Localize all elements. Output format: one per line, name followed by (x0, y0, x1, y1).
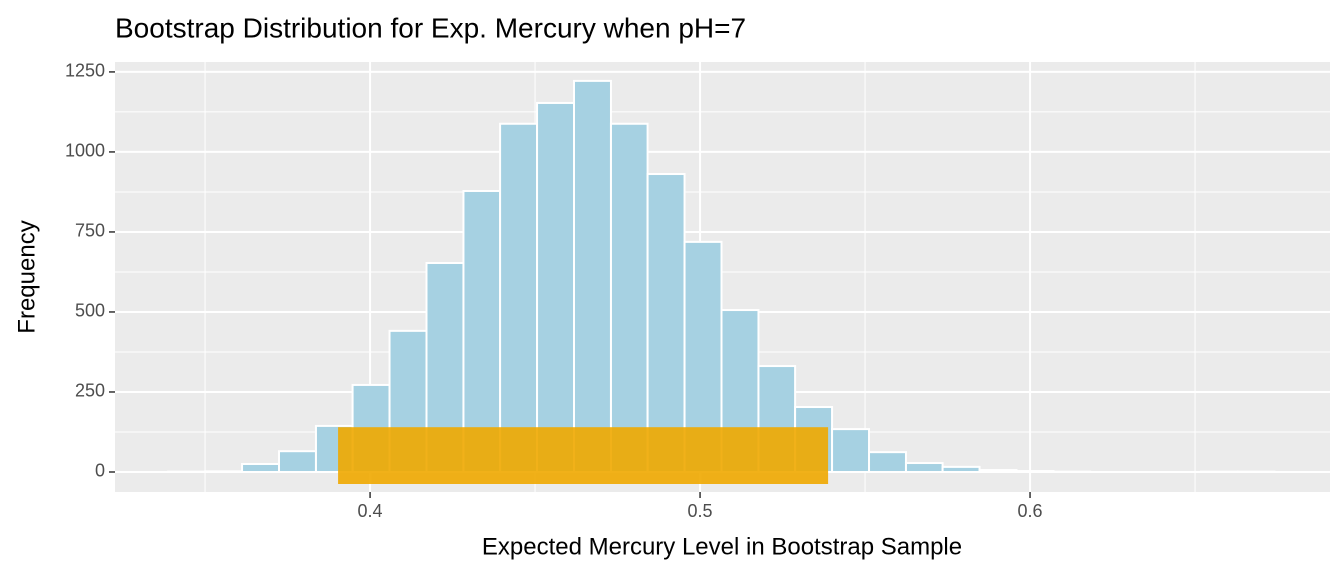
bar (573, 79, 612, 473)
bar (609, 122, 649, 473)
bar (536, 101, 576, 473)
bar (868, 451, 907, 473)
y-axis-label: Frequency (13, 220, 40, 333)
bar (462, 189, 502, 473)
bar (204, 470, 244, 473)
bar (1015, 470, 1055, 473)
x-tick-label: 0.5 (688, 501, 713, 521)
y-tick-label: 0 (95, 461, 105, 481)
x-tick-label: 0.6 (1018, 501, 1043, 521)
bar (831, 428, 871, 473)
bar (646, 173, 686, 473)
x-axis-label: Expected Mercury Level in Bootstrap Samp… (482, 533, 962, 560)
bar (978, 469, 1018, 473)
interval-band (338, 427, 829, 484)
x-tick-label: 0.4 (358, 501, 383, 521)
bar (499, 122, 539, 473)
bar (941, 465, 981, 473)
y-tick-label: 1250 (65, 61, 105, 81)
y-tick-label: 750 (75, 221, 105, 241)
bar (904, 462, 944, 473)
chart-title: Bootstrap Distribution for Exp. Mercury … (115, 12, 746, 43)
y-tick-label: 500 (75, 301, 105, 321)
y-tick-label: 1000 (65, 141, 105, 161)
bar (278, 450, 317, 473)
y-tick-label: 250 (75, 381, 105, 401)
bar (241, 462, 281, 473)
